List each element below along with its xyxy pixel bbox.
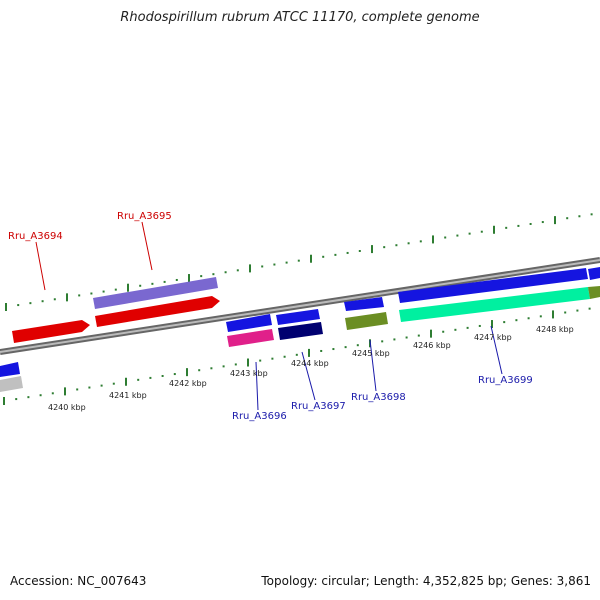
leader-line-rru-a3695 (141, 221, 153, 271)
outer-tick-row (5, 213, 593, 311)
gene-olive-edge[interactable] (588, 286, 600, 299)
scale-label-4247: 4247 kbp (474, 333, 512, 342)
gene-cyan-long[interactable] (399, 287, 590, 322)
gene-pink[interactable] (227, 329, 274, 347)
gene-label-rru-a3695[interactable]: Rru_A3695 (117, 211, 172, 222)
leader-line-rru-a3698 (369, 339, 377, 392)
scale-label-4241: 4241 kbp (109, 391, 147, 400)
gene-blue-a[interactable] (226, 314, 272, 332)
gene-top-blue-edge[interactable] (588, 267, 600, 280)
leader-line-rru-a3697 (301, 351, 316, 401)
scale-label-4240: 4240 kbp (48, 403, 86, 412)
scale-label-4248: 4248 kbp (536, 325, 574, 334)
scale-label-4245: 4245 kbp (352, 349, 390, 358)
gene-left-grey-edge[interactable] (0, 376, 23, 392)
gene-navy[interactable] (278, 322, 323, 340)
gene-label-rru-a3696[interactable]: Rru_A3696 (232, 411, 287, 422)
gene-top-blue-long[interactable] (398, 268, 588, 303)
gene-label-rru-a3694[interactable]: Rru_A3694 (8, 231, 63, 242)
scale-label-4244: 4244 kbp (291, 359, 329, 368)
gene-label-rru-a3699[interactable]: Rru_A3699 (478, 375, 533, 386)
gene-blue-b[interactable] (276, 309, 320, 325)
gene-red-2[interactable] (95, 296, 220, 327)
scale-label-4246: 4246 kbp (413, 341, 451, 350)
leader-line-rru-a3694 (35, 241, 46, 291)
scale-label-4243: 4243 kbp (230, 369, 268, 378)
leader-line-rru-a3696 (255, 361, 259, 411)
inner-tick-row (3, 307, 591, 405)
gene-label-rru-a3697[interactable]: Rru_A3697 (291, 401, 346, 412)
scale-label-4242: 4242 kbp (169, 379, 207, 388)
gene-left-blue-edge[interactable] (0, 362, 20, 377)
genome-title: Rhodospirillum rubrum ATCC 11170, comple… (120, 10, 480, 25)
leader-line-rru-a3699 (490, 325, 503, 375)
accession-label: Accession: NC_007643 (10, 574, 147, 588)
genome-summary: Topology: circular; Length: 4,352,825 bp… (261, 574, 591, 588)
gene-label-rru-a3698[interactable]: Rru_A3698 (351, 392, 406, 403)
backbone-highlight (0, 259, 600, 353)
gene-red-1[interactable] (12, 320, 90, 343)
gene-top-blue-small[interactable] (344, 297, 384, 311)
gene-olive[interactable] (345, 312, 388, 330)
gene-top-purple[interactable] (93, 277, 218, 309)
